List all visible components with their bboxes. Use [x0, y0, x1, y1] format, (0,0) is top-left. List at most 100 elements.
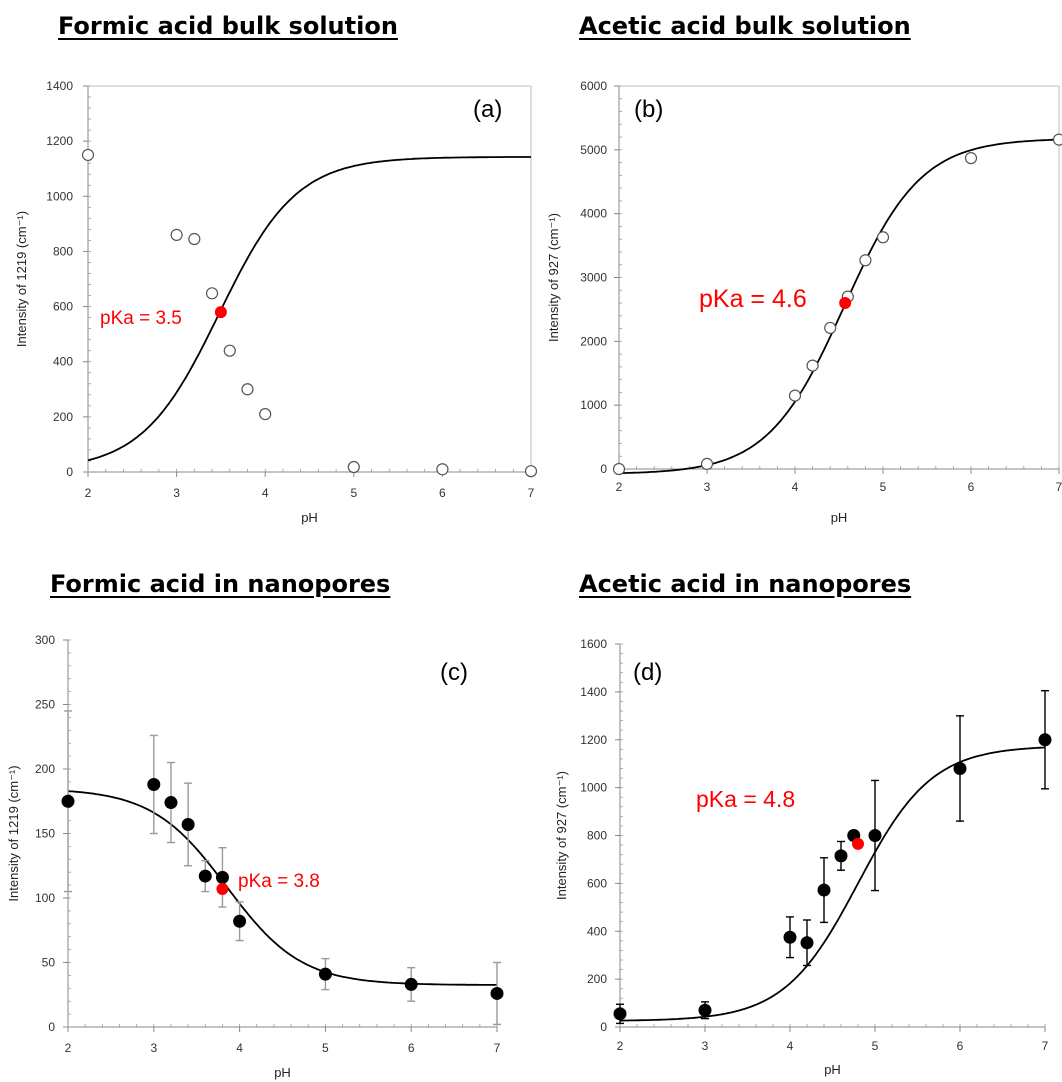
fit-curve	[620, 746, 1046, 1022]
y-tick-label: 1400	[580, 685, 607, 699]
data-point	[170, 228, 183, 241]
x-tick-label: 6	[957, 1039, 964, 1053]
panel-d: 0 200 400 600 800 1000 1200 1400 1600 2 3 4 5 6 7 pH Int…	[554, 637, 1052, 1077]
panel-b-title: Acetic acid bulk solution	[579, 12, 911, 40]
y-tick-label: 200	[587, 972, 607, 986]
y-tick-label: 0	[600, 1020, 607, 1034]
data-point	[436, 463, 449, 476]
y-tick-label: 0	[66, 465, 73, 479]
y-axis-label: Intensity of 1219 (cm⁻¹)	[14, 211, 29, 347]
y-axis-label: Intensity of 1219 (cm⁻¹)	[6, 765, 21, 901]
x-tick-label: 5	[872, 1039, 879, 1053]
y-tick-label: 0	[48, 1020, 55, 1034]
fit-curve	[87, 156, 531, 462]
x-axis-label: pH	[301, 510, 318, 525]
y-tick-label: 1000	[580, 398, 607, 412]
y-tick-label: 250	[35, 698, 55, 712]
data-point	[698, 1003, 712, 1017]
y-tick-label: 600	[587, 876, 607, 890]
y-tick-label: 800	[53, 244, 73, 258]
y-tick-label: 400	[53, 355, 73, 369]
data-point	[1038, 733, 1052, 747]
data-point	[806, 359, 819, 372]
x-tick-label: 6	[968, 480, 975, 494]
data-point	[347, 460, 360, 474]
x-tick-label: 4	[262, 486, 269, 500]
pka-point	[216, 882, 229, 895]
panel-c: 0 50 100 150 200 250 300 2 3 4 5 6 7 pH Intensity of 1…	[6, 633, 504, 1080]
x-tick-label: 2	[65, 1041, 72, 1055]
x-tick-label: 5	[322, 1041, 329, 1055]
panel-a: 0 200 400 600 800 1000 1200 1400 2 3 4 5 6 7 pH Intensi…	[14, 79, 538, 525]
pka-label: pKa = 4.6	[699, 285, 807, 313]
panel-letter: (b)	[634, 96, 663, 123]
data-point	[800, 936, 814, 950]
y-tick-label: 300	[35, 633, 55, 647]
plot-frame	[87, 85, 532, 473]
data-point	[188, 232, 201, 246]
x-axis-label: pH	[831, 510, 848, 525]
fit-curve	[618, 138, 1059, 475]
x-tick-label: 7	[528, 486, 535, 500]
y-tick-label: 600	[53, 300, 73, 314]
data-point	[817, 883, 831, 897]
y-tick-label: 1000	[580, 781, 607, 795]
data-point	[223, 344, 236, 357]
y-tick-label: 1200	[580, 733, 607, 747]
x-tick-label: 3	[702, 1039, 709, 1053]
y-tick-label: 1400	[46, 79, 73, 93]
y-tick-label: 2000	[580, 334, 607, 348]
data-point	[164, 796, 178, 810]
y-tick-label: 0	[600, 462, 607, 476]
data-point	[876, 231, 890, 244]
data-point	[490, 986, 504, 1000]
y-axis-label: Intensity of 927 (cm⁻¹)	[554, 771, 569, 900]
x-tick-label: 4	[792, 480, 799, 494]
plot-frame	[618, 85, 1060, 470]
panel-letter: (a)	[473, 96, 502, 123]
y-tick-label: 1000	[46, 189, 73, 203]
y-tick-label: 3000	[580, 271, 607, 285]
fit-curve	[67, 790, 497, 986]
data-point	[318, 967, 332, 981]
panel-b: 0 1000 2000 3000 4000 5000 6000 2 3 4 5 6 7 pH Intensi…	[546, 79, 1062, 525]
y-tick-label: 1600	[580, 637, 607, 651]
data-point	[859, 254, 872, 267]
x-tick-label: 3	[173, 486, 180, 500]
y-tick-label: 1200	[46, 134, 73, 148]
data-point	[612, 462, 626, 476]
data-point	[788, 389, 802, 402]
panel-a-title: Formic acid bulk solution	[58, 12, 398, 40]
data-point	[868, 829, 882, 842]
x-tick-label: 3	[150, 1041, 157, 1055]
data-point	[198, 869, 212, 883]
x-tick-label: 4	[787, 1039, 794, 1053]
y-tick-label: 100	[35, 891, 55, 905]
pka-label: pKa = 3.5	[100, 308, 182, 329]
data-point	[834, 849, 848, 863]
y-tick-label: 150	[35, 827, 55, 841]
data-point	[61, 794, 75, 808]
y-tick-label: 6000	[580, 79, 607, 93]
data-point	[404, 977, 418, 991]
data-point	[259, 408, 272, 421]
data-point	[964, 152, 978, 165]
data-point	[81, 148, 95, 162]
data-point	[613, 1007, 627, 1021]
x-tick-label: 5	[880, 480, 887, 494]
y-tick-label: 4000	[580, 207, 607, 221]
panel-letter: (d)	[633, 659, 662, 686]
data-point	[181, 817, 195, 831]
data-point	[241, 383, 254, 396]
pka-label: pKa = 3.8	[238, 871, 320, 892]
y-tick-label: 800	[587, 829, 607, 843]
data-point	[215, 870, 229, 884]
data-point	[783, 930, 797, 944]
x-tick-label: 2	[616, 480, 623, 494]
data-point	[1052, 133, 1062, 146]
y-tick-label: 400	[587, 924, 607, 938]
y-tick-label: 5000	[580, 143, 607, 157]
x-axis-label: pH	[274, 1065, 291, 1080]
x-tick-label: 7	[1042, 1039, 1049, 1053]
